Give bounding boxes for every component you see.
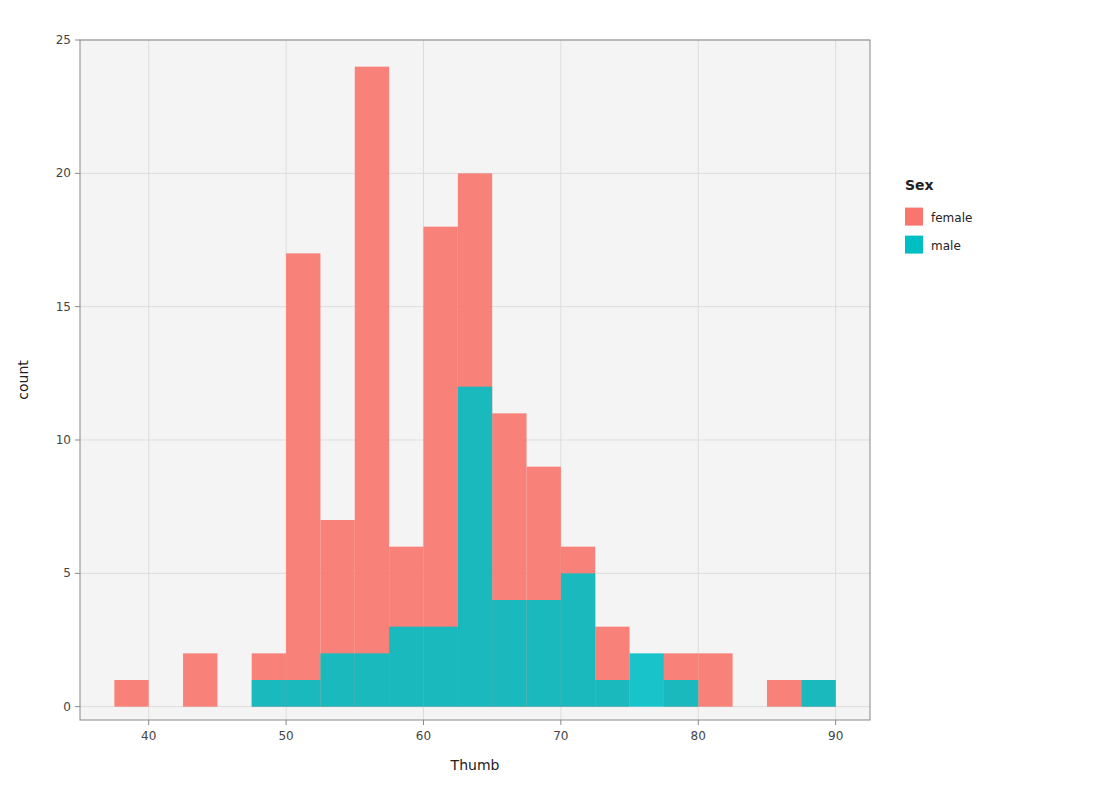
tick-label-y: 10 bbox=[56, 433, 71, 447]
plot-background bbox=[80, 40, 870, 720]
legend: Sex female male bbox=[905, 177, 972, 254]
legend-label: female bbox=[931, 211, 972, 225]
tick-label-y: 15 bbox=[56, 300, 71, 314]
tick-x bbox=[835, 720, 836, 725]
histogram-bar bbox=[114, 706, 148, 707]
histogram-bar bbox=[114, 680, 148, 707]
legend-title: Sex bbox=[905, 177, 934, 193]
tick-label-y: 5 bbox=[63, 566, 71, 580]
histogram-bar bbox=[595, 680, 629, 707]
histogram-bar bbox=[458, 387, 492, 707]
tick-label-y: 25 bbox=[56, 33, 71, 47]
histogram-bar bbox=[733, 706, 767, 707]
tick-label-y: 20 bbox=[56, 166, 71, 180]
chart: 40 50 60 70 80 90 0 5 10 15 20 25 Thumb count Sex femal… bbox=[0, 0, 1110, 800]
tick-y bbox=[75, 173, 80, 174]
histogram-bar bbox=[527, 467, 561, 707]
tick-y bbox=[75, 706, 80, 707]
tick-y bbox=[75, 40, 80, 41]
histogram-bar bbox=[664, 680, 698, 707]
tick-label-x: 90 bbox=[828, 729, 843, 743]
histogram-bar bbox=[252, 653, 286, 706]
tick-label-x: 40 bbox=[141, 729, 156, 743]
histogram-bar bbox=[423, 227, 457, 707]
histogram-bar bbox=[733, 706, 767, 707]
histogram-bar bbox=[527, 600, 561, 707]
series-female bbox=[114, 67, 835, 707]
histogram-bar bbox=[389, 547, 423, 707]
grid-line-x bbox=[698, 40, 699, 720]
histogram-bar bbox=[801, 680, 835, 707]
histogram-bar bbox=[595, 627, 629, 707]
legend-swatch bbox=[905, 236, 923, 254]
grid-line-x bbox=[148, 40, 149, 720]
histogram-bar bbox=[801, 680, 835, 707]
plot-frame bbox=[80, 40, 870, 720]
tick-y bbox=[75, 306, 80, 307]
histogram-bar bbox=[320, 653, 354, 706]
tick-label-x: 80 bbox=[691, 729, 706, 743]
tick-label-x: 70 bbox=[553, 729, 568, 743]
histogram-bar bbox=[698, 653, 732, 706]
histogram-bar bbox=[183, 653, 217, 706]
histogram-bar bbox=[217, 706, 251, 707]
histogram-bar bbox=[286, 680, 320, 707]
tick-x bbox=[286, 720, 287, 725]
histogram-bar bbox=[286, 253, 320, 706]
histogram-bar bbox=[664, 653, 698, 706]
grid bbox=[80, 40, 870, 720]
legend-label: male bbox=[931, 239, 961, 253]
x-axis-label: Thumb bbox=[450, 757, 500, 773]
grid-line-x bbox=[835, 40, 836, 720]
tick-y bbox=[75, 440, 80, 441]
histogram-bar bbox=[458, 173, 492, 706]
histogram-bar bbox=[630, 653, 664, 706]
histogram-bar bbox=[561, 547, 595, 707]
histogram-bar bbox=[149, 706, 183, 707]
histogram-bar bbox=[698, 706, 732, 707]
tick-y bbox=[75, 573, 80, 574]
histogram-bar bbox=[183, 706, 217, 707]
tick-x bbox=[698, 720, 699, 725]
histogram-bar bbox=[492, 600, 526, 707]
series-male bbox=[252, 387, 836, 707]
tick-x bbox=[423, 720, 424, 725]
bars bbox=[114, 67, 835, 707]
tick-label-y: 0 bbox=[63, 700, 71, 714]
histogram-bar bbox=[355, 653, 389, 706]
histogram-bar bbox=[217, 706, 251, 707]
histogram-bar bbox=[389, 627, 423, 707]
y-axis-label: count bbox=[15, 360, 31, 400]
tick-x bbox=[560, 720, 561, 725]
histogram-bar bbox=[423, 627, 457, 707]
histogram-bar bbox=[320, 520, 354, 707]
histogram-bar bbox=[767, 706, 801, 707]
ticks: 40 50 60 70 80 90 0 5 10 15 20 25 bbox=[56, 33, 844, 743]
histogram-bar bbox=[767, 680, 801, 707]
tick-x bbox=[148, 720, 149, 725]
tick-label-x: 60 bbox=[416, 729, 431, 743]
histogram-bar bbox=[492, 413, 526, 706]
tick-label-x: 50 bbox=[278, 729, 293, 743]
histogram-bar bbox=[252, 680, 286, 707]
histogram-bar bbox=[355, 67, 389, 707]
histogram-bar bbox=[149, 706, 183, 707]
histogram-bar bbox=[561, 573, 595, 706]
legend-swatch bbox=[905, 208, 923, 226]
